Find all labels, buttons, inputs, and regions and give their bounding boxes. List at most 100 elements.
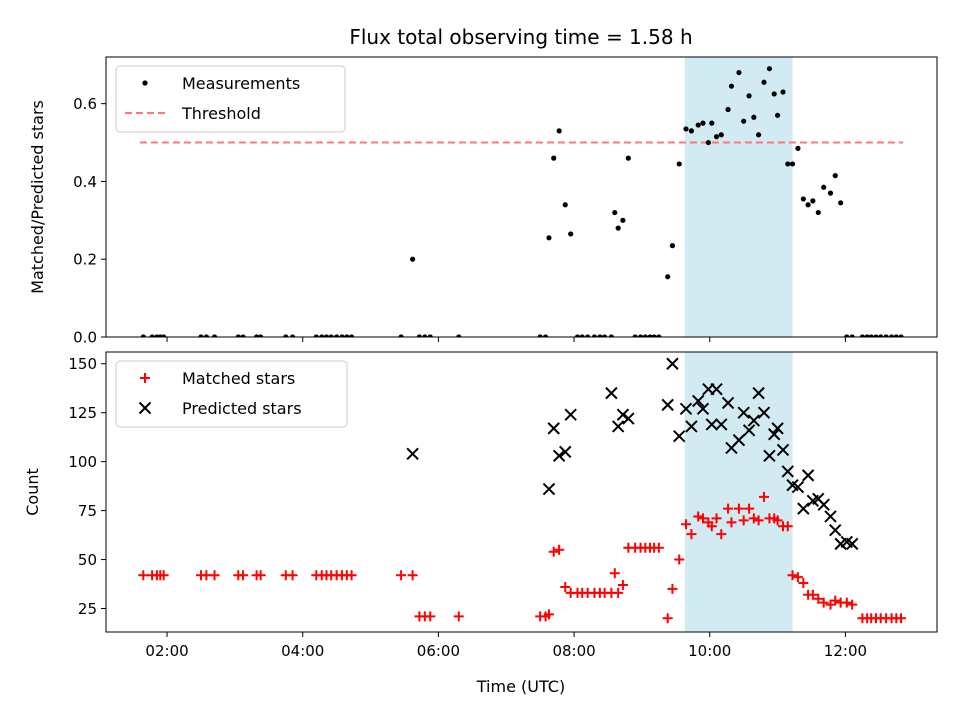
legend-label: Threshold xyxy=(181,104,261,123)
y-tick-label: 0.2 xyxy=(73,251,97,269)
data-point xyxy=(824,510,837,523)
data-point xyxy=(761,79,767,85)
data-point xyxy=(893,334,899,337)
data-point xyxy=(209,570,220,581)
data-point xyxy=(579,334,585,337)
data-point xyxy=(681,519,692,530)
data-point xyxy=(766,66,773,72)
data-point xyxy=(798,578,809,589)
data-point xyxy=(797,502,810,515)
chart-title: Flux total observing time = 1.58 h xyxy=(349,25,692,49)
data-point xyxy=(832,173,838,179)
data-point xyxy=(406,447,419,461)
data-point xyxy=(810,198,816,204)
data-point xyxy=(896,613,907,624)
data-point xyxy=(771,422,784,435)
data-point xyxy=(774,112,781,118)
data-point xyxy=(552,449,566,462)
data-point xyxy=(625,155,631,161)
data-point xyxy=(685,420,698,433)
data-point xyxy=(813,593,824,604)
ratio-y-axis-label: Matched/Predicted stars xyxy=(28,100,47,294)
data-point xyxy=(547,422,560,435)
data-point xyxy=(344,334,350,337)
data-point xyxy=(258,334,264,337)
data-point xyxy=(551,155,557,161)
data-point xyxy=(543,609,554,620)
data-point xyxy=(591,334,598,337)
data-point xyxy=(562,202,568,208)
data-point xyxy=(746,93,752,99)
data-point xyxy=(795,145,801,151)
data-point xyxy=(738,515,749,526)
data-point xyxy=(789,161,796,167)
data-point xyxy=(723,503,734,514)
data-point xyxy=(407,570,418,581)
data-point xyxy=(673,429,686,443)
data-point xyxy=(692,394,705,408)
data-point xyxy=(737,406,750,419)
data-point xyxy=(542,334,549,337)
data-point xyxy=(733,503,744,514)
data-point xyxy=(752,386,765,400)
data-point xyxy=(898,334,904,337)
data-point xyxy=(695,122,701,128)
data-point xyxy=(537,334,543,337)
data-point xyxy=(616,408,630,421)
data-point xyxy=(560,581,571,592)
data-point xyxy=(780,89,786,95)
data-point xyxy=(597,334,603,337)
data-point xyxy=(772,515,783,526)
data-point xyxy=(637,334,644,337)
data-point xyxy=(319,334,325,337)
data-point xyxy=(792,572,803,583)
data-point xyxy=(718,132,724,138)
data-point xyxy=(721,396,735,410)
series-predicted-stars xyxy=(406,357,859,551)
data-point xyxy=(827,190,834,196)
data-point xyxy=(651,334,657,337)
data-point xyxy=(674,554,685,565)
data-point xyxy=(705,418,718,431)
ratio-legend: Measurements Threshold xyxy=(115,65,346,133)
data-point xyxy=(818,597,829,608)
data-point xyxy=(255,570,266,581)
data-point xyxy=(422,334,428,337)
data-point xyxy=(763,449,776,462)
y-tick-label: 0.4 xyxy=(73,173,97,191)
data-point xyxy=(888,334,895,337)
data-point xyxy=(456,334,462,337)
data-point xyxy=(348,334,355,337)
data-point xyxy=(679,402,693,415)
data-point xyxy=(785,161,791,167)
data-point xyxy=(328,334,334,337)
data-point xyxy=(554,544,565,555)
data-point xyxy=(676,161,682,167)
data-point xyxy=(585,334,591,337)
data-point xyxy=(744,503,755,514)
data-point xyxy=(883,334,889,337)
count-panel: 25 50 75 100 125 150 02:00 04:00 06:00 08:00 10:00… xyxy=(23,351,938,660)
data-point xyxy=(726,517,737,528)
data-point xyxy=(548,546,559,557)
data-point xyxy=(711,513,722,524)
data-point xyxy=(612,209,618,216)
legend-box xyxy=(115,360,348,428)
data-point xyxy=(542,482,556,496)
data-point xyxy=(801,469,815,482)
legend-marker xyxy=(142,80,148,86)
data-point xyxy=(845,537,859,551)
data-point xyxy=(709,120,715,126)
x-tick-label: 06:00 xyxy=(417,642,460,660)
x-tick-label: 02:00 xyxy=(145,642,188,660)
data-point xyxy=(700,120,706,126)
data-point xyxy=(334,334,340,337)
data-point xyxy=(751,114,757,120)
data-point xyxy=(805,202,811,208)
legend-label: Measurements xyxy=(182,74,300,93)
data-point xyxy=(203,334,209,337)
data-point xyxy=(688,128,695,134)
data-point xyxy=(425,611,436,622)
data-point xyxy=(748,513,759,524)
